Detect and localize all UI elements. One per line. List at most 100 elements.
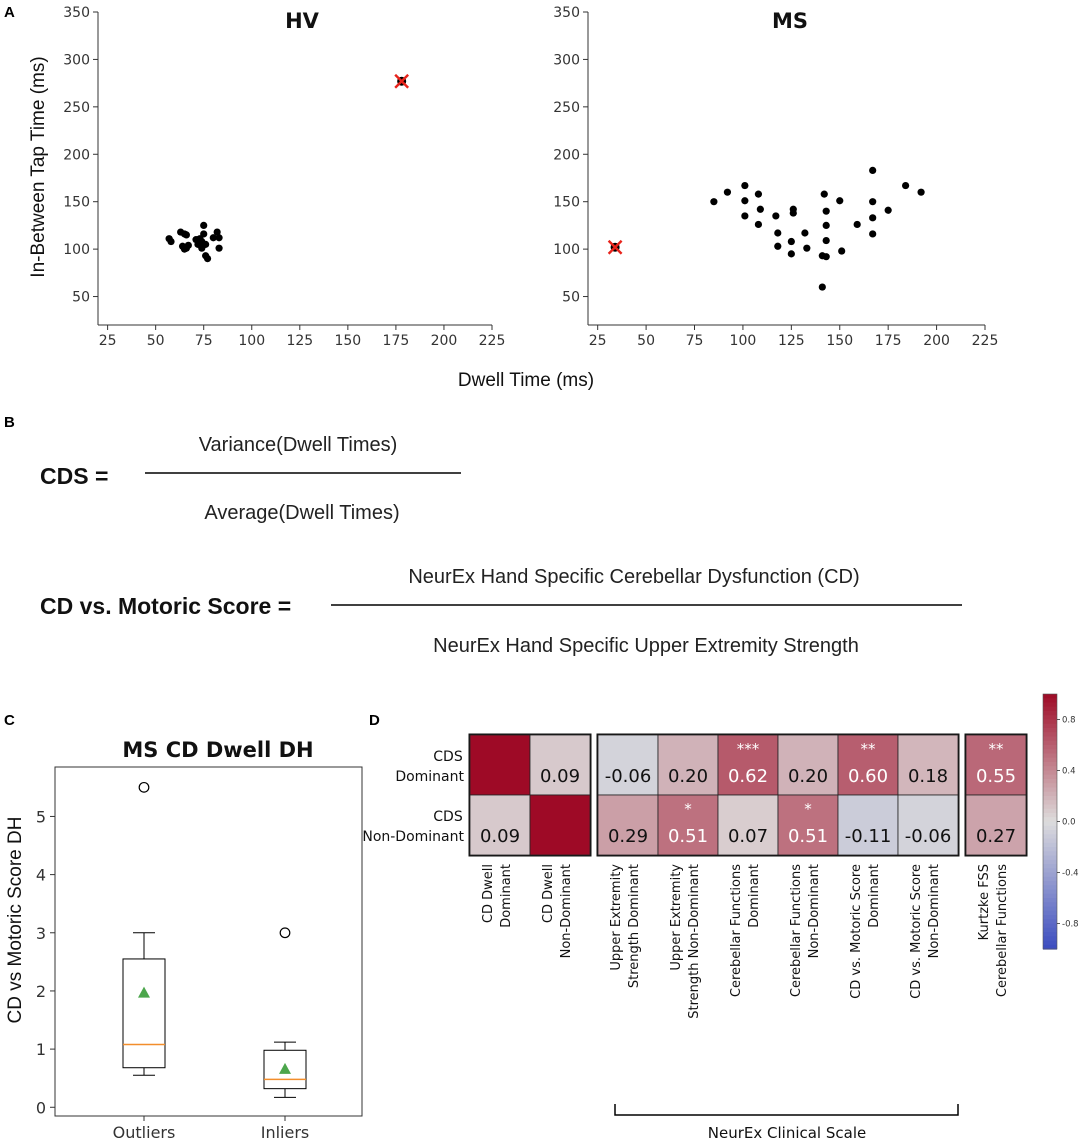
heatmap-column-label: CD vs. Motoric Score bbox=[909, 864, 924, 999]
colorbar-segment bbox=[1043, 923, 1057, 929]
colorbar-segment bbox=[1043, 842, 1057, 848]
heatmap-value-label: 0.20 bbox=[668, 766, 708, 787]
panel-a-scatterplots: HV 50 100 150 200 250 300 350 25 50 75 100 125 150 17… bbox=[28, 5, 998, 391]
hv-x-tick-label: 75 bbox=[195, 333, 213, 349]
boxplot-y-tick-label: 0 bbox=[36, 1098, 46, 1117]
hv-y-tick-label: 250 bbox=[63, 100, 90, 116]
ms-data-point bbox=[787, 237, 795, 246]
ms-data-point bbox=[741, 181, 749, 190]
ms-x-tick-label: 50 bbox=[637, 333, 655, 349]
hv-outlier-marker bbox=[394, 73, 410, 89]
ms-chart-title: MS bbox=[772, 9, 808, 33]
colorbar-segment bbox=[1043, 796, 1057, 801]
colorbar-segment bbox=[1043, 800, 1057, 806]
ms-x-tick-label: 200 bbox=[923, 333, 950, 349]
heatmap-row-label: CDS bbox=[433, 809, 463, 825]
heatmap-value-label: -0.11 bbox=[845, 826, 892, 847]
heatmap-value-label: 0.55 bbox=[976, 766, 1016, 787]
colorbar-tick-label: -0.8 bbox=[1062, 920, 1079, 930]
hv-data-point bbox=[200, 221, 208, 230]
ms-data-point bbox=[710, 198, 718, 206]
heatmap-column-label: Non-Dominant bbox=[927, 864, 942, 958]
ms-x-tick-label: 125 bbox=[778, 333, 805, 349]
ms-y-tick-label: 200 bbox=[553, 147, 580, 163]
colorbar-segment bbox=[1043, 813, 1057, 818]
heatmap-column-label: Upper Extremity bbox=[609, 864, 624, 971]
colorbar-segment bbox=[1043, 940, 1057, 946]
colorbar-segment bbox=[1043, 749, 1057, 755]
colorbar-segment bbox=[1043, 847, 1057, 852]
heatmap-cell bbox=[777, 794, 839, 856]
colorbar-segment bbox=[1043, 872, 1057, 878]
hv-data-point bbox=[182, 231, 191, 239]
ms-y-tick-label: 50 bbox=[562, 290, 580, 306]
heatmap-value-label: -0.06 bbox=[605, 766, 652, 787]
boxplot-mean-marker bbox=[138, 986, 150, 998]
boxplot-flier-point bbox=[138, 781, 150, 793]
boxplot-y-tick-label: 4 bbox=[36, 866, 46, 885]
boxplot-mean-marker bbox=[279, 1062, 291, 1074]
hv-data-point bbox=[215, 234, 223, 242]
ms-data-point bbox=[902, 181, 910, 190]
colorbar-segment bbox=[1043, 821, 1057, 827]
heatmap-cell bbox=[837, 734, 899, 796]
heatmap-value-label: 0.07 bbox=[728, 826, 768, 847]
colorbar-segment bbox=[1043, 711, 1057, 716]
hv-data-point bbox=[213, 228, 221, 236]
ms-y-tick-label: 150 bbox=[553, 195, 580, 211]
heatmap-column-label: Non-Dominant bbox=[807, 864, 822, 958]
ms-data-point bbox=[723, 188, 732, 196]
colorbar-segment bbox=[1043, 723, 1057, 729]
heatmap-significance-stars: * bbox=[804, 800, 812, 818]
colorbar-segment bbox=[1043, 855, 1057, 861]
cds-numerator: Variance(Dwell Times) bbox=[199, 434, 398, 456]
boxplot-title: MS CD Dwell DH bbox=[122, 738, 313, 762]
colorbar-segment bbox=[1043, 936, 1057, 942]
heatmap-column-label: Non-Dominant bbox=[559, 864, 574, 958]
colorbar-segment bbox=[1043, 851, 1057, 857]
heatmap-cell bbox=[965, 794, 1027, 856]
colorbar-segment bbox=[1043, 876, 1057, 882]
heatmap-cell bbox=[965, 734, 1027, 796]
ms-y-tick-label: 350 bbox=[553, 5, 580, 21]
ms-data-point bbox=[822, 221, 830, 230]
boxplot-flier-point bbox=[279, 927, 291, 939]
heatmap-column-label: Dominant bbox=[499, 864, 514, 928]
colorbar-segment bbox=[1043, 698, 1057, 704]
hv-y-tick-label: 150 bbox=[63, 195, 90, 211]
colorbar-segment bbox=[1043, 736, 1057, 742]
heatmap-cell bbox=[777, 734, 839, 796]
panel-letter-a: A bbox=[4, 4, 15, 21]
boxplot-y-axis-label: CD vs Motoric Score DH bbox=[5, 817, 26, 1024]
hv-data-point bbox=[167, 237, 175, 246]
heatmap-column-label: Cerebellar Functions bbox=[789, 864, 804, 997]
colorbar-segment bbox=[1043, 745, 1057, 750]
ms-data-point bbox=[822, 207, 830, 215]
heatmap-cell bbox=[837, 794, 899, 856]
colorbar-segment bbox=[1043, 889, 1057, 895]
heatmap-row-label: Non-Dominant bbox=[362, 829, 464, 845]
ms-data-point bbox=[774, 242, 782, 250]
heatmap-value-label: 0.29 bbox=[608, 826, 648, 847]
heatmap-value-label: 0.62 bbox=[728, 766, 768, 787]
clinical-scale-label: NeurEx Clinical Scale bbox=[708, 1124, 866, 1142]
heatmap-column-label: Dominant bbox=[867, 864, 882, 928]
colorbar-segment bbox=[1043, 915, 1057, 920]
ms-data-point bbox=[772, 212, 780, 220]
ms-data-point bbox=[838, 247, 846, 255]
colorbar-segment bbox=[1043, 783, 1057, 789]
heatmap-cell bbox=[469, 734, 531, 796]
boxplot-y-tick-label: 2 bbox=[36, 982, 46, 1001]
hv-data-point bbox=[182, 244, 191, 252]
colorbar-segment bbox=[1043, 706, 1057, 712]
colorbar-segment bbox=[1043, 859, 1057, 865]
heatmap-group-border bbox=[596, 733, 960, 857]
colorbar-segment bbox=[1043, 838, 1057, 844]
colorbar-segment bbox=[1043, 762, 1057, 767]
heatmap-column-label: Strength Non-Dominant bbox=[687, 864, 702, 1019]
colorbar-segment bbox=[1043, 898, 1057, 903]
hv-x-tick-label: 50 bbox=[147, 333, 165, 349]
heatmap-cell bbox=[717, 734, 779, 796]
panel-c-boxplot: MS CD Dwell DH CD vs Motoric Score DH 0 1… bbox=[5, 738, 363, 1142]
colorbar-segment bbox=[1043, 830, 1057, 835]
